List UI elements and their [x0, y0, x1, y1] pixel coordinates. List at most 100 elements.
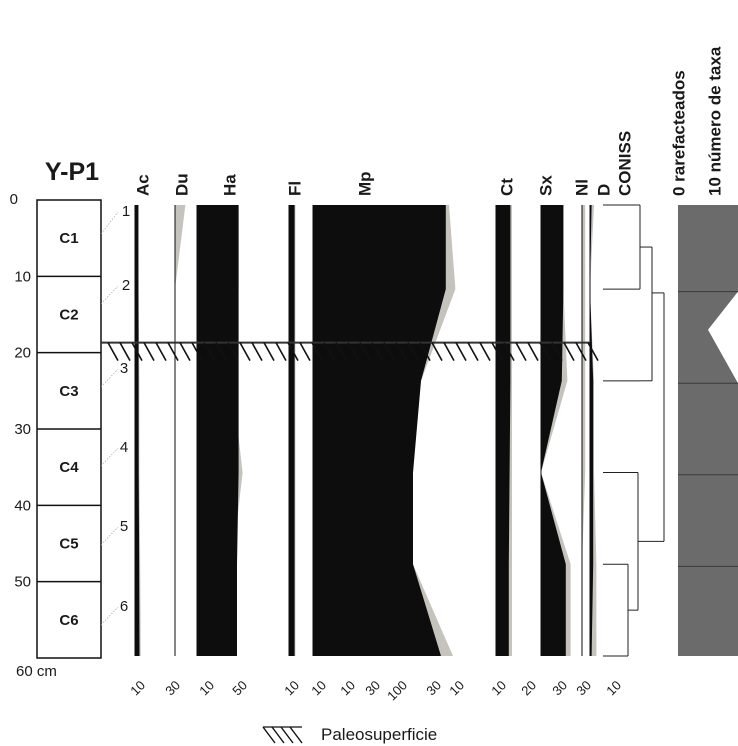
core-section-label: C6 [59, 612, 78, 629]
paleosurface-hatch [179, 342, 191, 362]
paleosurface-hatch [299, 342, 311, 362]
taxon-ha [196, 205, 243, 656]
sample-leader [100, 526, 119, 546]
taxa-number-header: 10 número de taxa [705, 46, 724, 196]
paleosurface-hatch [503, 342, 515, 362]
taxon-header: Sx [536, 175, 555, 196]
taxon-area [590, 205, 594, 656]
paleosurface-hatch [563, 342, 575, 362]
depth-tick-label: 40 [14, 497, 31, 514]
rarefaction-header: 0 rarefacteados [669, 70, 688, 196]
paleosurface-hatch [515, 342, 527, 362]
depth-axis: 0 10 20 30 40 50 60 cm [10, 191, 57, 680]
x-tick-label: 30 [423, 678, 444, 699]
x-tick-label: 10 [281, 678, 302, 699]
paleosurface-hatch [359, 342, 371, 362]
sample-label: 4 [120, 439, 128, 456]
paleosurface-hatch [107, 342, 119, 362]
x-tick-label: 10 [337, 678, 358, 699]
x-tick-label: 30 [162, 678, 183, 699]
paleosurface-hatch [167, 342, 179, 362]
taxon-mp [312, 205, 456, 656]
taxon-nl [581, 205, 586, 656]
paleosurface-hatch [539, 342, 551, 362]
sample-leader [100, 368, 119, 388]
legend-hatch [262, 726, 276, 744]
depth-tick-label: 0 [10, 191, 18, 208]
legend-hatch [271, 726, 285, 744]
core-section-label: C1 [59, 230, 78, 247]
sample-label: 3 [120, 360, 128, 377]
paleosurface-hatch [371, 342, 383, 362]
taxon-header: Du [172, 173, 191, 196]
chart-title: Y-P1 [45, 158, 99, 186]
column-headers: Y-P1 Ac Du Ha Fl Mp Ct Sx Nl D CONISS 0 rarefactead… [45, 46, 725, 196]
paleosurface-hatch [227, 342, 239, 362]
x-tick-label: 100 [384, 678, 410, 704]
x-tick-label: 10 [446, 678, 467, 699]
paleosurface-hatch [551, 342, 563, 362]
legend: Paleosuperficie [262, 725, 437, 744]
taxon-header: Ha [220, 174, 239, 196]
paleosurface-hatch [155, 342, 167, 362]
depth-tick-label: 10 [14, 268, 31, 285]
taxa-number-panel [678, 205, 738, 656]
paleosurface-hatch [275, 342, 287, 362]
taxon-area [135, 205, 140, 656]
coniss-header: CONISS [615, 131, 634, 196]
taxon-header: Fl [285, 181, 304, 196]
core-section-label: C3 [59, 383, 78, 400]
taxon-area [289, 205, 295, 656]
paleosurface-hatch [407, 342, 419, 362]
paleosurface-hatch [191, 342, 203, 362]
paleosurface-hatch [347, 342, 359, 362]
paleosurface-hatch [251, 342, 263, 362]
paleosurface-hatch [395, 342, 407, 362]
core-section-label: C2 [59, 307, 78, 324]
paleosurface-hatch [131, 342, 143, 362]
legend-label: Paleosuperficie [321, 725, 437, 744]
x-tick-label: 30 [362, 678, 383, 699]
taxon-sx [540, 205, 571, 656]
legend-hatch [280, 726, 294, 744]
paleosurface-hatch [311, 342, 323, 362]
coniss-dendrogram [603, 204, 665, 657]
sample-label: 1 [122, 203, 130, 220]
paleosurface-hatch [335, 342, 347, 362]
taxon-area [313, 205, 446, 656]
x-tick-label: 20 [518, 678, 539, 699]
paleosurface-hatch [143, 342, 155, 362]
x-tick-labels: 10 30 10 50 10 10 10 30 100 30 10 10 20 30 30 10 [127, 678, 624, 704]
taxon-header: D [594, 184, 613, 196]
paleosurface-hatch [323, 342, 335, 362]
taxa-number-area [678, 205, 738, 656]
taxon-header: Mp [355, 171, 374, 196]
paleosurface-hatch [203, 342, 215, 362]
sample-leader [100, 211, 119, 235]
x-tick-label: 10 [127, 678, 148, 699]
core-column: C1 C2 C3 C4 C5 C6 [36, 199, 102, 659]
sample-leader [100, 447, 119, 467]
taxon-ac [134, 205, 141, 656]
depth-tick-label: 30 [14, 421, 31, 438]
paleosurface-hatch [587, 342, 599, 362]
paleosurface-hatch [491, 342, 503, 362]
taxon-area [197, 205, 239, 656]
x-tick-label: 30 [549, 678, 570, 699]
paleosurface-hatch [527, 342, 539, 362]
x-tick-label: 10 [603, 678, 624, 699]
taxon-area [496, 205, 511, 656]
taxon-d [589, 205, 597, 656]
sample-label: 2 [122, 277, 130, 294]
sample-leader [100, 285, 119, 305]
sample-labels: 1 2 3 4 5 6 [100, 203, 130, 626]
depth-unit-label: 60 cm [16, 663, 57, 680]
paleosurface-hatch [287, 342, 299, 362]
paleosurface-hatch [443, 342, 455, 362]
paleosurface-hatch [119, 342, 131, 362]
taxon-header: Ac [133, 174, 152, 196]
paleosurface-hatch [575, 342, 587, 362]
paleosurface-hatch [419, 342, 431, 362]
x-tick-label: 10 [308, 678, 329, 699]
